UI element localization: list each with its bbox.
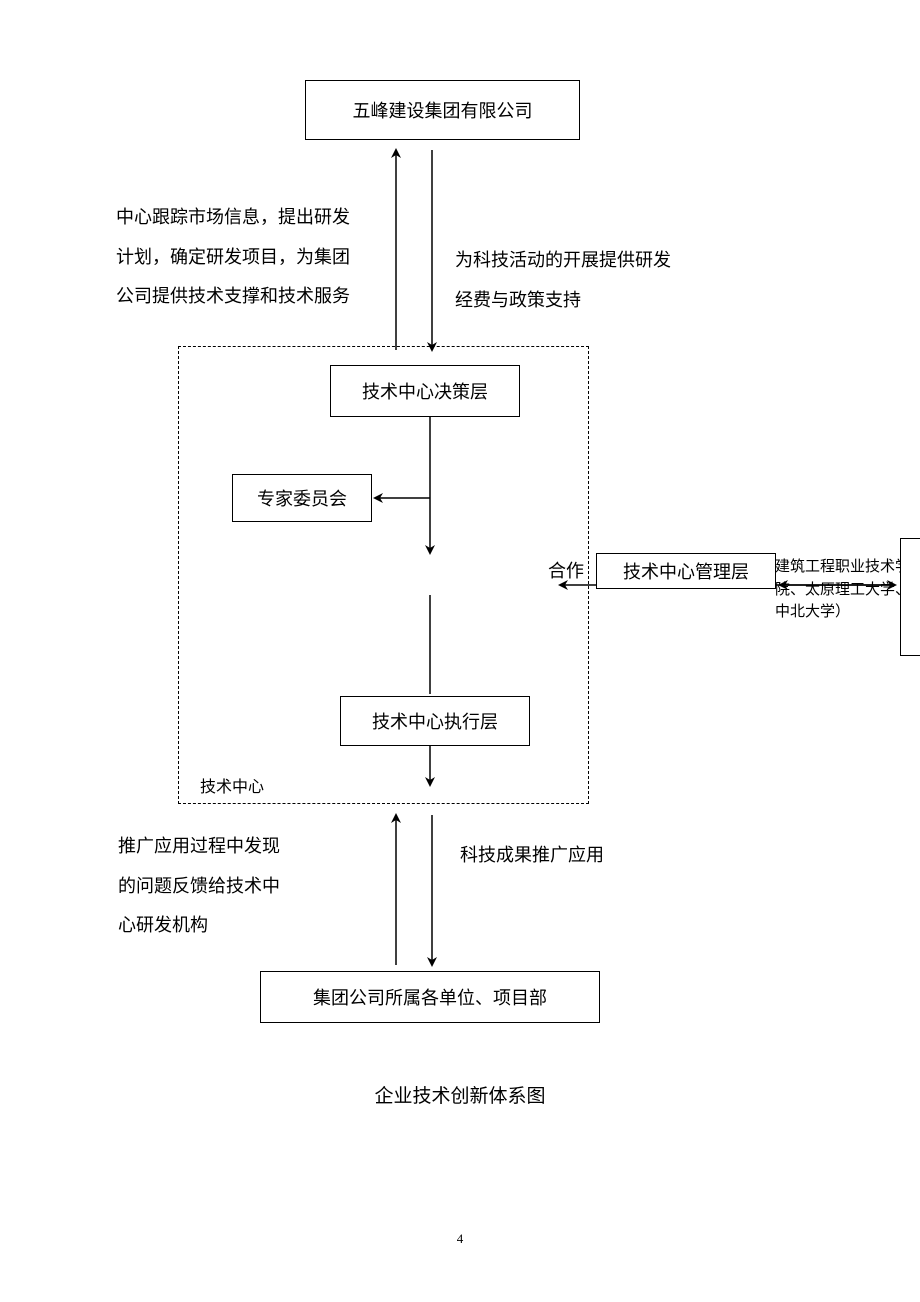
node-mgmt-label: 技术中心管理层 bbox=[623, 558, 749, 584]
node-partner-partial bbox=[900, 538, 920, 656]
node-expert: 专家委员会 bbox=[232, 474, 372, 522]
node-company: 五峰建设集团有限公司 bbox=[305, 80, 580, 140]
annotation-coop: 合作 bbox=[548, 552, 584, 592]
annotation-right-top: 为科技活动的开展提供研发经费与政策支持 bbox=[455, 241, 675, 320]
node-units: 集团公司所属各单位、项目部 bbox=[260, 971, 600, 1023]
node-decision-label: 技术中心决策层 bbox=[362, 378, 488, 404]
node-units-label: 集团公司所属各单位、项目部 bbox=[313, 984, 547, 1010]
tech-center-label: 技术中心 bbox=[200, 770, 264, 805]
node-decision: 技术中心决策层 bbox=[330, 365, 520, 417]
annotation-right-bottom: 科技成果推广应用 bbox=[460, 836, 660, 876]
node-exec: 技术中心执行层 bbox=[340, 696, 530, 746]
annotation-left-bottom: 推广应用过程中发现的问题反馈给技术中心研发机构 bbox=[118, 827, 283, 946]
annotation-right-mgmt: 建筑工程职业技术学院、太原理工大学、中北大学） bbox=[775, 556, 920, 624]
node-exec-label: 技术中心执行层 bbox=[372, 708, 498, 734]
diagram-title: 企业技术创新体系图 bbox=[0, 1076, 920, 1118]
node-company-label: 五峰建设集团有限公司 bbox=[353, 97, 533, 123]
node-mgmt: 技术中心管理层 bbox=[596, 553, 776, 589]
node-expert-label: 专家委员会 bbox=[257, 485, 347, 511]
annotation-left-top: 中心跟踪市场信息，提出研发计划，确定研发项目，为集团公司提供技术支撑和技术服务 bbox=[116, 198, 356, 317]
page-number: 4 bbox=[0, 1225, 920, 1254]
